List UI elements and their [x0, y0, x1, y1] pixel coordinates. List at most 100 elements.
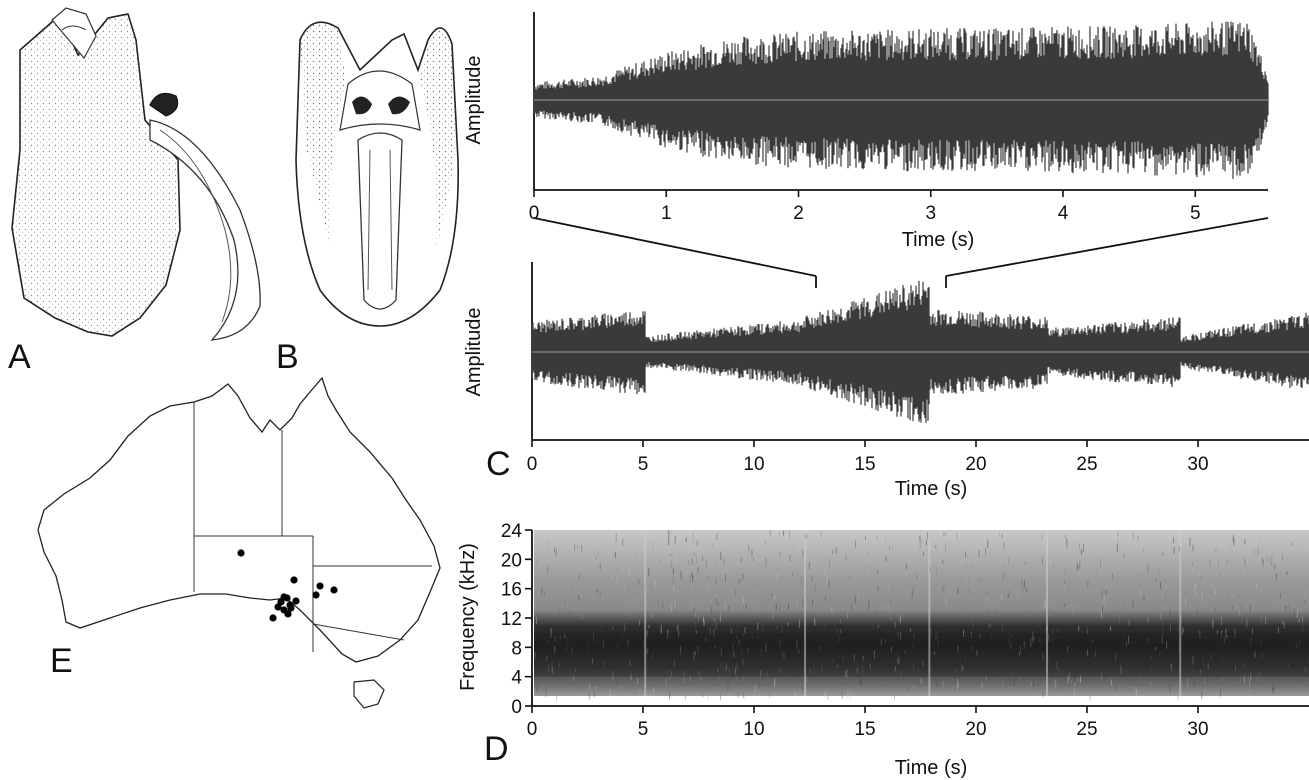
spectrogram-noise-streak: [629, 608, 631, 616]
spectrogram-noise-streak: [1097, 557, 1099, 565]
spectrogram-noise-streak: [1244, 558, 1246, 567]
spectrogram-noise-streak: [802, 550, 804, 558]
spectrogram-noise-streak: [1232, 535, 1234, 543]
spectrogram-noise-streak: [1250, 551, 1252, 557]
spectrogram-noise-streak: [779, 551, 781, 558]
spectrogram-noise-streak: [1156, 607, 1157, 614]
spectrogram-noise-streak: [911, 591, 913, 599]
spectrogram-noise-streak: [1064, 535, 1066, 539]
spectrogram-chart: 0 5 10 15 20 25 30 0 4 8 12 16 20 24 Time (s) Frequen…: [457, 521, 1309, 779]
spectrogram-noise-streak: [1306, 658, 1308, 667]
spectrogram-noise-streak: [680, 654, 682, 661]
waveform-middle-chart: 0 5 10 15 20 25 30 Time (s) Amplitude: [463, 262, 1309, 500]
spectrogram-noise-streak: [854, 595, 856, 604]
spectrogram-noise-streak: [669, 676, 671, 680]
spectrogram-noise-streak: [776, 625, 778, 630]
spectrogram-noise-streak: [615, 533, 617, 542]
spectrogram-noise-streak: [981, 658, 983, 666]
spectrogram-noise-streak: [1024, 561, 1026, 565]
spectrogram-noise-streak: [1204, 579, 1206, 584]
spectrogram-noise-streak: [639, 689, 641, 693]
spectrogram-noise-streak: [638, 579, 640, 585]
spectrogram-noise-streak: [657, 598, 659, 607]
spectrogram-noise-streak: [1273, 682, 1275, 691]
spectrogram-noise-streak: [637, 597, 639, 602]
spectrogram-noise-streak: [702, 556, 704, 561]
spectrogram-noise-streak: [1277, 626, 1279, 634]
spectrogram-noise-streak: [1162, 552, 1164, 556]
spectrogram-noise-streak: [717, 668, 719, 672]
spectrogram-noise-streak: [732, 639, 734, 644]
spectrogram-noise-streak: [824, 567, 826, 575]
spectrogram-noise-streak: [1234, 629, 1236, 639]
spectrogram-noise-streak: [980, 691, 982, 696]
spectrogram-noise-streak: [599, 590, 601, 598]
spectrogram-noise-streak: [1259, 534, 1261, 541]
spectrogram-noise-streak: [1096, 568, 1098, 574]
spectrogram-noise-streak: [957, 645, 959, 653]
spectrogram-noise-streak: [964, 631, 966, 641]
spectrogram-noise-streak: [1176, 551, 1178, 561]
panel-label-e: E: [50, 642, 73, 680]
spectrogram-noise-streak: [916, 573, 918, 580]
panel-label-a: A: [8, 338, 31, 376]
spectrogram-noise-streak: [991, 633, 993, 638]
spectrogram-noise-streak: [964, 658, 966, 663]
spectrogram-noise-streak: [1244, 539, 1246, 545]
spectrogram-noise-streak: [1239, 675, 1241, 685]
spectrogram-noise-streak: [1306, 667, 1308, 672]
spectrogram-noise-streak: [648, 567, 650, 576]
spectrogram-noise-streak: [1135, 686, 1137, 692]
spectrogram-noise-streak: [872, 620, 874, 629]
spectrogram-noise-streak: [1250, 672, 1252, 681]
spectrogram-noise-streak: [1191, 560, 1193, 570]
spectrogram-noise-streak: [1101, 610, 1103, 618]
spectrogram-noise-streak: [957, 678, 959, 688]
spectrogram-noise-streak: [1250, 636, 1252, 642]
spectrogram-noise-streak: [1237, 652, 1238, 662]
spectrogram-noise-streak: [715, 645, 716, 649]
spectrogram-noise-streak: [1155, 646, 1156, 651]
waveform-middle-tick-label: 5: [638, 454, 649, 475]
spectrogram-noise-streak: [652, 653, 654, 659]
spectrogram-noise-streak: [872, 575, 874, 579]
spectrogram-noise-streak: [670, 584, 672, 593]
spectrogram-x-tick-label: 5: [638, 719, 649, 740]
spectrogram-noise-streak: [738, 579, 740, 583]
spectrogram-noise-streak: [689, 575, 691, 583]
spectrogram-noise-streak: [821, 664, 823, 671]
spectrogram-noise-streak: [1147, 638, 1149, 644]
spectrogram-noise-streak: [1025, 588, 1027, 592]
spectrogram-noise-streak: [653, 554, 655, 559]
spectrogram-noise-streak: [719, 613, 721, 622]
spectrogram-noise-streak: [965, 551, 967, 558]
spectrogram-noise-streak: [1242, 571, 1244, 576]
spectrogram-noise-streak: [1221, 657, 1223, 666]
tasmania-outline: [353, 679, 385, 709]
spectrogram-noise-streak: [1022, 583, 1024, 592]
spectrogram-noise-streak: [858, 593, 860, 597]
spectrogram-noise-streak: [1230, 545, 1232, 555]
spectrogram-noise-streak: [603, 640, 605, 648]
spectrogram-noise-streak: [742, 675, 744, 682]
spectrogram-noise-streak: [1158, 571, 1160, 580]
spectrogram-noise-streak: [1145, 651, 1147, 659]
spectrogram-noise-streak: [662, 571, 663, 578]
locality-point: [284, 610, 292, 618]
spectrogram-noise-streak: [1178, 645, 1180, 651]
spectrogram-noise-streak: [660, 624, 662, 634]
spectrogram-noise-streak: [1238, 593, 1239, 597]
spectrogram-noise-streak: [558, 663, 560, 667]
spectrogram-noise-streak: [943, 532, 945, 536]
spectrogram-noise-streak: [817, 573, 819, 581]
spectrogram-noise-streak: [692, 599, 694, 606]
spectrogram-noise-streak: [763, 530, 765, 535]
waveform-middle-segment-2: [645, 321, 806, 386]
spectrogram-noise-streak: [1081, 549, 1082, 555]
spectrogram-noise-streak: [1296, 610, 1298, 618]
spectrogram-noise-streak: [541, 588, 543, 595]
spectrogram-noise-streak: [743, 581, 745, 586]
spectrogram-noise-streak: [1295, 599, 1297, 603]
spectrogram-noise-streak: [692, 575, 694, 582]
